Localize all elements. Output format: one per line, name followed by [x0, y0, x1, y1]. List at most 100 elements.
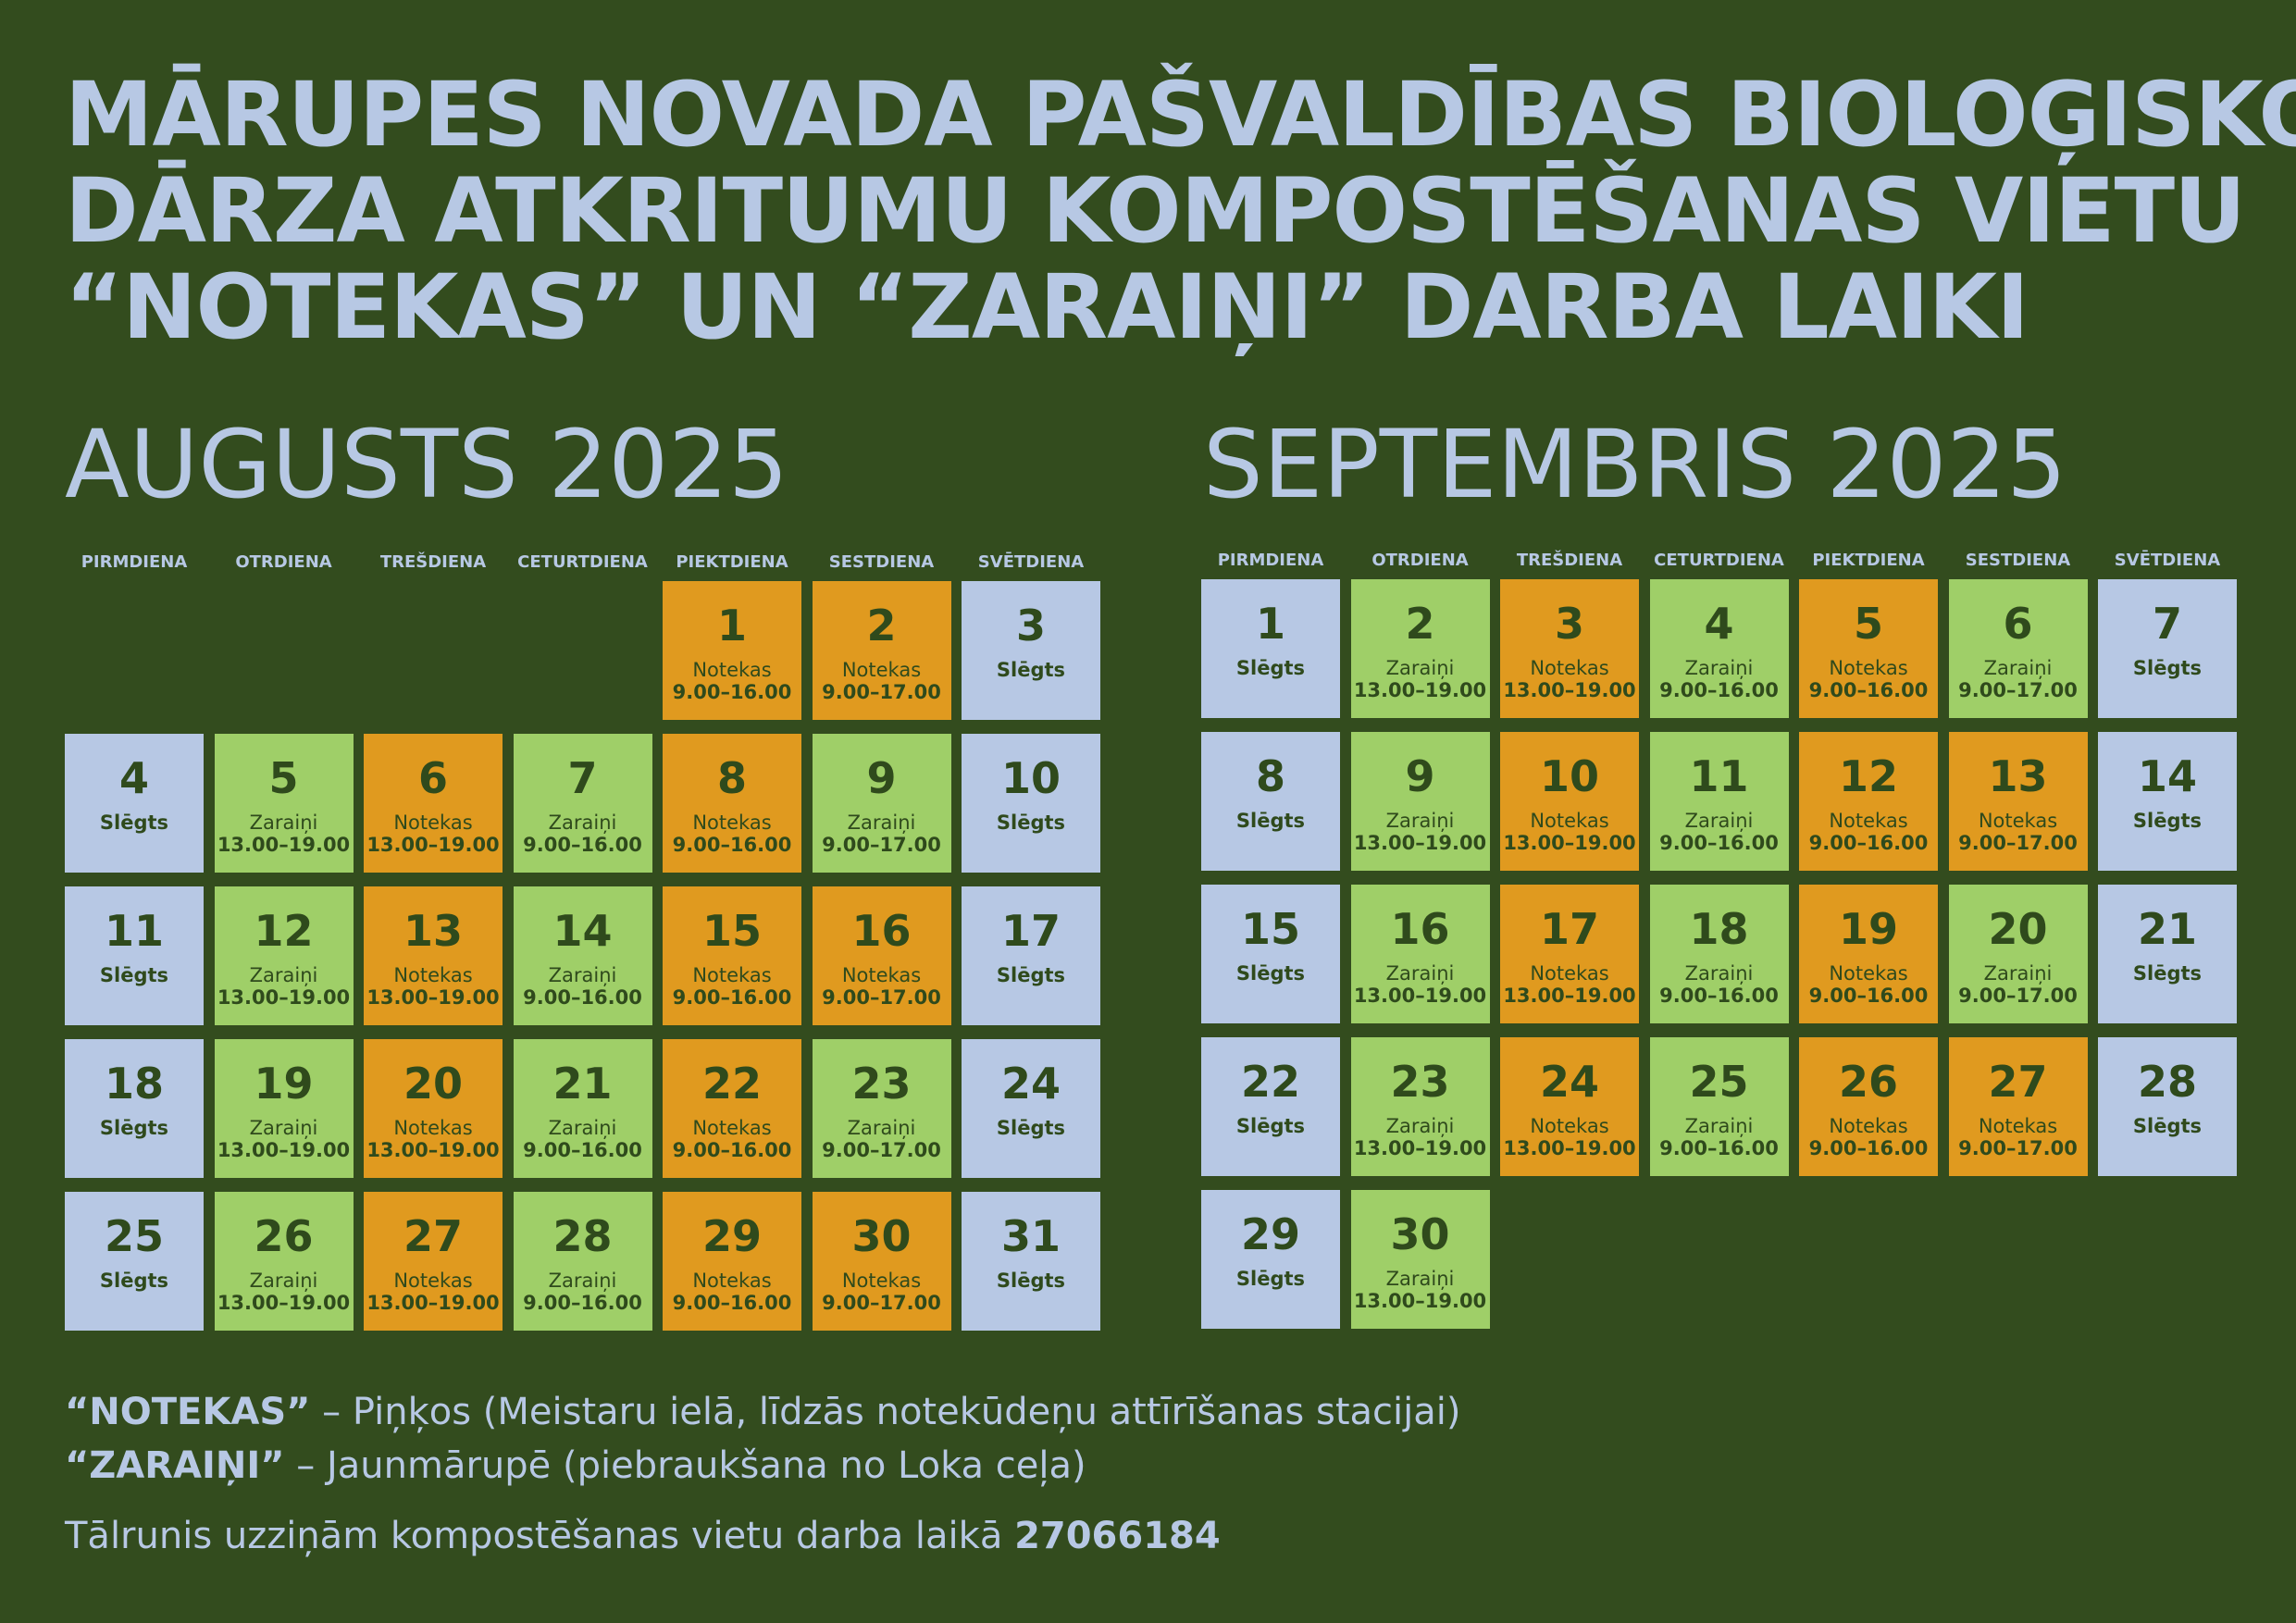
day-location: Slēgts [1235, 1268, 1306, 1290]
day-number: 15 [1240, 904, 1300, 954]
day-location: Notekas [692, 1117, 772, 1139]
day-number: 9 [1405, 751, 1435, 801]
weekday-header: PIRMDIENA [1217, 551, 1324, 570]
day-number: 6 [417, 753, 448, 803]
legend-zaraini: “ZARAIŅI” – Jaunmārupē (piebraukšana no … [65, 1443, 1086, 1488]
weekday-header: SESTDIENA [828, 552, 935, 572]
day-hours: 13.00–19.00 [217, 1292, 351, 1314]
day-number: 4 [1704, 599, 1734, 649]
day-number: 25 [1689, 1057, 1749, 1107]
day-cell: 16 Zaraiņi 13.00–19.00 [1350, 885, 1490, 1023]
day-number: 11 [104, 906, 164, 956]
day-number: 3 [1015, 601, 1046, 650]
day-hours: 9.00–16.00 [1659, 679, 1779, 701]
day-cell: 24 Notekas 13.00–19.00 [1500, 1037, 1639, 1176]
day-hours: 13.00–19.00 [217, 1139, 351, 1161]
day-location: Zaraiņi [548, 812, 617, 834]
day-location: Notekas [1530, 1115, 1609, 1137]
day-hours: 9.00–17.00 [1958, 832, 2078, 854]
day-location: Slēgts [2132, 1115, 2203, 1137]
day-location: Slēgts [996, 812, 1066, 834]
day-location: Notekas [692, 1270, 772, 1292]
day-number: 1 [716, 601, 747, 650]
day-hours: 13.00–19.00 [366, 1292, 500, 1314]
day-hours: 13.00–19.00 [1353, 1137, 1487, 1159]
day-location: Zaraiņi [249, 964, 318, 986]
day-hours: 9.00–16.00 [1659, 1137, 1779, 1159]
weekday-header: OTRDIENA [235, 552, 332, 572]
day-cell: 3 Slēgts [962, 581, 1100, 720]
day-number: 13 [403, 906, 463, 956]
day-cell: 12 Notekas 9.00–16.00 [1799, 732, 1938, 871]
day-cell: 1 Slēgts [1201, 579, 1340, 718]
day-number: 9 [866, 753, 897, 803]
day-location: Zaraiņi [548, 1117, 617, 1139]
day-number: 28 [552, 1211, 613, 1261]
day-number: 30 [1390, 1209, 1450, 1259]
day-cell: 30 Notekas 9.00–17.00 [812, 1192, 951, 1331]
weekday-header: PIEKTDIENA [1812, 551, 1925, 570]
legend-notekas: “NOTEKAS” – Piņķos (Meistaru ielā, līdzā… [65, 1390, 1460, 1434]
day-cell: 29 Notekas 9.00–16.00 [663, 1192, 801, 1331]
day-cell: 15 Notekas 9.00–16.00 [663, 886, 801, 1025]
day-number: 27 [1988, 1057, 2048, 1107]
day-hours: 13.00–19.00 [1503, 679, 1636, 701]
weekday-header: CETURTDIENA [517, 552, 648, 572]
day-location: Zaraiņi [1983, 962, 2053, 985]
day-number: 26 [1838, 1057, 1898, 1107]
title-line-2: DĀRZA ATKRITUMU KOMPOSTĒŠANAS VIETU [65, 159, 2246, 263]
day-hours: 13.00–19.00 [217, 834, 351, 856]
day-location: Notekas [393, 964, 473, 986]
day-number: 16 [1390, 904, 1450, 954]
day-cell: 8 Slēgts [1201, 732, 1340, 871]
day-hours: 9.00–16.00 [1808, 985, 1929, 1007]
day-cell: 23 Zaraiņi 13.00–19.00 [1350, 1037, 1490, 1176]
day-location: Slēgts [996, 1117, 1066, 1139]
day-number: 5 [268, 753, 299, 803]
day-cell: 12 Zaraiņi 13.00–19.00 [214, 886, 354, 1025]
day-cell: 6 Zaraiņi 9.00–17.00 [1948, 579, 2088, 718]
day-cell: 11 Zaraiņi 9.00–16.00 [1649, 732, 1789, 871]
day-hours: 13.00–19.00 [366, 834, 500, 856]
day-cell: 2 Notekas 9.00–17.00 [812, 581, 951, 720]
day-cell: 2 Zaraiņi 13.00–19.00 [1350, 579, 1490, 718]
day-number: 12 [254, 906, 314, 956]
day-number: 5 [1853, 599, 1883, 649]
day-hours: 13.00–19.00 [1353, 985, 1487, 1007]
day-location: Slēgts [996, 964, 1066, 986]
day-number: 2 [1405, 599, 1435, 649]
day-location: Notekas [1978, 810, 2058, 832]
day-location: Notekas [393, 1270, 473, 1292]
day-number: 23 [1390, 1057, 1450, 1107]
day-location: Zaraiņi [249, 812, 318, 834]
day-hours: 13.00–19.00 [1353, 1290, 1487, 1312]
day-location: Notekas [1530, 962, 1609, 985]
day-hours: 13.00–19.00 [1503, 985, 1636, 1007]
day-cell: 4 Slēgts [65, 734, 204, 873]
day-cell: 26 Notekas 9.00–16.00 [1799, 1037, 1938, 1176]
day-cell: 23 Zaraiņi 9.00–17.00 [812, 1039, 951, 1178]
day-number: 17 [1539, 904, 1599, 954]
day-number: 24 [1000, 1059, 1061, 1109]
legend-notekas-text: – Piņķos (Meistaru ielā, līdzās notekūde… [310, 1391, 1461, 1433]
day-number: 28 [2137, 1057, 2197, 1107]
day-hours: 9.00–16.00 [1808, 679, 1929, 701]
day-number: 7 [567, 753, 598, 803]
day-number: 4 [118, 753, 149, 803]
weekday-header: CETURTDIENA [1654, 551, 1784, 570]
day-hours: 13.00–19.00 [1353, 832, 1487, 854]
day-cell: 6 Notekas 13.00–19.00 [364, 734, 503, 873]
day-location: Zaraiņi [1385, 810, 1455, 832]
day-location: Zaraiņi [1983, 657, 2053, 679]
phone-number: 27066184 [1014, 1515, 1221, 1557]
day-hours: 9.00–16.00 [672, 834, 792, 856]
day-location: Zaraiņi [1385, 657, 1455, 679]
day-cell: 18 Slēgts [65, 1039, 204, 1178]
day-location: Slēgts [2132, 962, 2203, 985]
weekday-header: TREŠDIENA [1516, 551, 1623, 570]
day-cell: 1 Notekas 9.00–16.00 [663, 581, 801, 720]
day-location: Notekas [1829, 1115, 1908, 1137]
day-location: Zaraiņi [1385, 1268, 1455, 1290]
day-number: 3 [1554, 599, 1584, 649]
day-number: 24 [1539, 1057, 1599, 1107]
